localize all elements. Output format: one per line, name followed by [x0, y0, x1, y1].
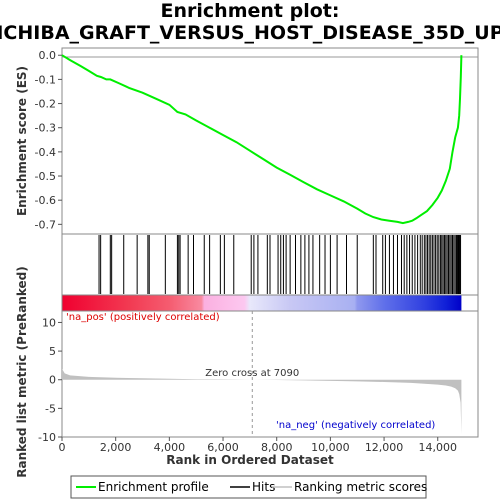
hits-panel	[61, 233, 479, 296]
es-y-tick-label: -0.1	[35, 73, 56, 86]
rank-metric-panel: 10 5 0 -5 -10 'na_pos' (positively correlate…	[38, 310, 479, 444]
x-tick-label: 0	[59, 441, 66, 454]
x-tick-label: 2,000	[100, 441, 132, 454]
es-panel-frame	[61, 47, 479, 235]
es-y-tick-label: -0.4	[35, 146, 56, 159]
legend-label-enrichment-profile: Enrichment profile	[98, 480, 209, 494]
es-panel: 0.0 -0.1 -0.2 -0.3 -0.4 -0.5 -0.6 -0.7	[35, 47, 479, 235]
rank-y-tick-label: -5	[45, 402, 56, 415]
rank-y-axis: 10 5 0 -5 -10	[38, 316, 62, 444]
hit-marks	[98, 235, 462, 294]
x-tick-label: 12,000	[365, 441, 404, 454]
enrichment-profile-line	[61, 54, 463, 225]
zero-cross-label: Zero cross at 7090	[205, 368, 299, 379]
rank-y-tick-label: 10	[42, 316, 56, 329]
es-y-axis-label: Enrichment score (ES)	[15, 66, 29, 216]
es-y-tick-label: 0.0	[39, 49, 57, 62]
es-y-axis: 0.0 -0.1 -0.2 -0.3 -0.4 -0.5 -0.6 -0.7	[35, 49, 62, 231]
chart-title-line1: Enrichment plot:	[161, 0, 340, 22]
heat-bar-gradient	[62, 295, 462, 311]
x-tick-label: 8,000	[261, 441, 293, 454]
negative-correlation-label: 'na_neg' (negatively correlated)	[276, 420, 435, 431]
legend-label-hits: Hits	[252, 480, 275, 494]
x-tick-label: 14,000	[418, 441, 457, 454]
es-y-tick-label: -0.2	[35, 98, 56, 111]
x-axis-label: Rank in Ordered Dataset	[166, 453, 334, 467]
rank-y-axis-label: Ranked list metric (PreRanked)	[15, 266, 29, 478]
x-tick-label: 4,000	[154, 441, 186, 454]
rank-y-tick-label: 5	[49, 345, 56, 358]
x-tick-label: 6,000	[207, 441, 239, 454]
es-y-tick-label: -0.3	[35, 122, 56, 135]
rank-y-tick-label: -10	[38, 431, 56, 444]
legend: Enrichment profile Hits Ranking metric s…	[70, 475, 427, 499]
es-y-tick-label: -0.6	[35, 194, 56, 207]
rank-y-tick-label: 0	[49, 374, 56, 387]
x-axis: 0 2,000 4,000 6,000 8,000 10,000 12,000 14,000	[59, 437, 457, 454]
chart-title-line2: ICHIBA_GRAFT_VERSUS_HOST_DISEASE_35D_UP	[0, 22, 500, 44]
x-tick-label: 10,000	[311, 441, 350, 454]
ranking-heat-bar	[61, 294, 479, 312]
es-y-tick-label: -0.5	[35, 170, 56, 183]
positive-correlation-label: 'na_pos' (positively correlated)	[66, 312, 220, 323]
es-y-tick-label: -0.7	[35, 218, 56, 231]
legend-label-ranking-metric: Ranking metric scores	[294, 480, 427, 494]
